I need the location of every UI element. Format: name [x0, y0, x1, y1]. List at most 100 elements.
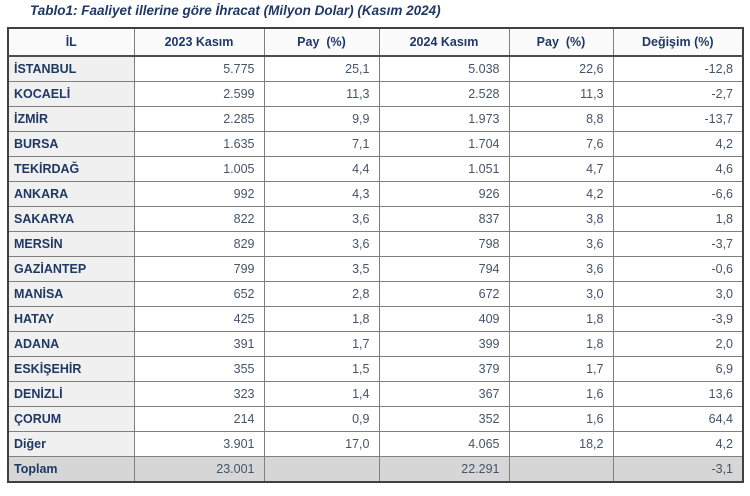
value-cell: 3.901 — [133, 431, 265, 457]
column-header-2023-kasim: 2023 Kasım — [133, 27, 265, 57]
value-cell: 1.635 — [133, 131, 265, 157]
value-cell: 3,6 — [508, 256, 614, 282]
value-cell: 367 — [378, 381, 510, 407]
column-header-province: İL — [7, 27, 135, 57]
value-cell: 2,8 — [263, 281, 380, 307]
value-cell: 8,8 — [508, 106, 614, 132]
value-cell: 399 — [378, 331, 510, 357]
table-row: ANKARA 992 4,3 926 4,2 -6,6 — [7, 181, 744, 207]
province-cell: MERSİN — [7, 231, 135, 257]
value-cell: 11,3 — [263, 81, 380, 107]
table-body: İSTANBUL 5.775 25,1 5.038 22,6 -12,8 KOCAELİ 2.… — [7, 55, 744, 483]
value-cell: 3,8 — [508, 206, 614, 232]
value-cell: -13,7 — [612, 106, 744, 132]
province-cell: DENİZLİ — [7, 381, 135, 407]
table-row: BURSA 1.635 7,1 1.704 7,6 4,2 — [7, 131, 744, 157]
table-row: TEKİRDAĞ 1.005 4,4 1.051 4,7 4,6 — [7, 156, 744, 182]
table-row: GAZİANTEP 799 3,5 794 3,6 -0,6 — [7, 256, 744, 282]
province-cell: TEKİRDAĞ — [7, 156, 135, 182]
province-cell: Diğer — [7, 431, 135, 457]
value-cell: 1,4 — [263, 381, 380, 407]
value-cell: 837 — [378, 206, 510, 232]
value-cell: 4.065 — [378, 431, 510, 457]
province-cell: ÇORUM — [7, 406, 135, 432]
value-cell: 4,6 — [612, 156, 744, 182]
value-cell: 652 — [133, 281, 265, 307]
value-cell: 1.005 — [133, 156, 265, 182]
value-cell: 425 — [133, 306, 265, 332]
value-cell: 7,6 — [508, 131, 614, 157]
table-title: Tablo1: Faaliyet illerine göre İhracat (… — [30, 3, 441, 18]
table-row: ÇORUM 214 0,9 352 1,6 64,4 — [7, 406, 744, 432]
value-cell: -12,8 — [612, 55, 744, 82]
value-cell: 352 — [378, 406, 510, 432]
value-cell: 1,7 — [263, 331, 380, 357]
value-cell: 794 — [378, 256, 510, 282]
value-cell: 3,6 — [508, 231, 614, 257]
value-cell: 1.051 — [378, 156, 510, 182]
province-cell: ESKİŞEHİR — [7, 356, 135, 382]
value-cell — [263, 456, 380, 483]
value-cell: 1,5 — [263, 356, 380, 382]
province-cell: Toplam — [7, 456, 135, 483]
table-row: KOCAELİ 2.599 11,3 2.528 11,3 -2,7 — [7, 81, 744, 107]
table-row: HATAY 425 1,8 409 1,8 -3,9 — [7, 306, 744, 332]
value-cell: 6,9 — [612, 356, 744, 382]
value-cell: -3,7 — [612, 231, 744, 257]
value-cell: 4,2 — [508, 181, 614, 207]
value-cell: 323 — [133, 381, 265, 407]
value-cell: 3,5 — [263, 256, 380, 282]
value-cell: 3,0 — [508, 281, 614, 307]
table-row: ADANA 391 1,7 399 1,8 2,0 — [7, 331, 744, 357]
value-cell: 7,1 — [263, 131, 380, 157]
value-cell: 4,7 — [508, 156, 614, 182]
value-cell: 25,1 — [263, 55, 380, 82]
value-cell: 355 — [133, 356, 265, 382]
value-cell: -3,9 — [612, 306, 744, 332]
value-cell: 3,6 — [263, 206, 380, 232]
table-row: Diğer 3.901 17,0 4.065 18,2 4,2 — [7, 431, 744, 457]
value-cell: 5.038 — [378, 55, 510, 82]
value-cell: 3,6 — [263, 231, 380, 257]
table-row: DENİZLİ 323 1,4 367 1,6 13,6 — [7, 381, 744, 407]
value-cell: 4,4 — [263, 156, 380, 182]
value-cell: 4,2 — [612, 431, 744, 457]
table-header: İL 2023 Kasım Pay (%) 2024 Kasım Pay (%)… — [7, 27, 744, 57]
table-row: SAKARYA 822 3,6 837 3,8 1,8 — [7, 206, 744, 232]
value-cell: 11,3 — [508, 81, 614, 107]
value-cell: 13,6 — [612, 381, 744, 407]
value-cell: 18,2 — [508, 431, 614, 457]
export-by-province-table: İL 2023 Kasım Pay (%) 2024 Kasım Pay (%)… — [7, 27, 744, 483]
value-cell: 1,8 — [612, 206, 744, 232]
column-header-pay-2024: Pay (%) — [508, 27, 614, 57]
value-cell: 1.704 — [378, 131, 510, 157]
province-cell: ADANA — [7, 331, 135, 357]
value-cell: 829 — [133, 231, 265, 257]
value-cell: 1,7 — [508, 356, 614, 382]
value-cell: 2.528 — [378, 81, 510, 107]
value-cell: 17,0 — [263, 431, 380, 457]
value-cell: 799 — [133, 256, 265, 282]
table-row: İSTANBUL 5.775 25,1 5.038 22,6 -12,8 — [7, 55, 744, 82]
value-cell: 822 — [133, 206, 265, 232]
value-cell — [508, 456, 614, 483]
column-header-2024-kasim: 2024 Kasım — [378, 27, 510, 57]
province-cell: ANKARA — [7, 181, 135, 207]
value-cell: 22.291 — [378, 456, 510, 483]
value-cell: 4,2 — [612, 131, 744, 157]
value-cell: -0,6 — [612, 256, 744, 282]
province-cell: BURSA — [7, 131, 135, 157]
value-cell: 1,6 — [508, 381, 614, 407]
province-cell: İZMİR — [7, 106, 135, 132]
value-cell: 214 — [133, 406, 265, 432]
value-cell: 391 — [133, 331, 265, 357]
province-cell: HATAY — [7, 306, 135, 332]
table-row: İZMİR 2.285 9,9 1.973 8,8 -13,7 — [7, 106, 744, 132]
value-cell: 9,9 — [263, 106, 380, 132]
value-cell: 1,8 — [508, 331, 614, 357]
value-cell: 4,3 — [263, 181, 380, 207]
table-row: MERSİN 829 3,6 798 3,6 -3,7 — [7, 231, 744, 257]
column-header-degisim: Değişim (%) — [612, 27, 744, 57]
value-cell: 22,6 — [508, 55, 614, 82]
